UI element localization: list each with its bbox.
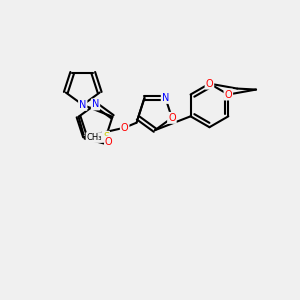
Text: O: O (121, 123, 128, 133)
Text: S: S (103, 132, 109, 142)
Text: CH₃: CH₃ (86, 133, 102, 142)
Text: N: N (162, 93, 169, 103)
Text: O: O (105, 136, 112, 147)
Text: O: O (206, 79, 213, 88)
Text: N: N (92, 99, 99, 110)
Text: O: O (224, 89, 232, 100)
Text: O: O (168, 113, 176, 123)
Text: N: N (79, 100, 86, 110)
